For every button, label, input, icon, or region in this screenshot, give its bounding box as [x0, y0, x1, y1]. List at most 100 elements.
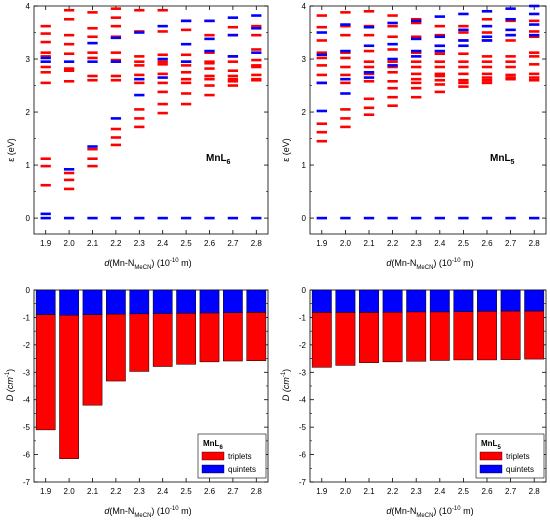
y-tick-label: -5 — [23, 423, 31, 432]
quintet-bar — [524, 289, 545, 312]
triplet-bar — [406, 311, 427, 362]
triplet-bar — [82, 314, 103, 406]
x-tick-label: 2.6 — [481, 239, 493, 248]
x-tick-label: 2.5 — [181, 487, 193, 496]
panel-label-mnl6: MnL6 — [206, 153, 231, 166]
x-tick-label: 2.2 — [110, 239, 122, 248]
x-tick-label: 1.9 — [40, 487, 52, 496]
quintet-bar — [406, 289, 427, 313]
energy-panel-mnl6: 0 1 2 3 4 1.9 2.0 2.1 2.2 2.3 2.4 2.5 2.6 2.7 2.8 — [26, 2, 269, 248]
triplet-bar — [311, 312, 332, 368]
x-tick-label: 2.7 — [227, 239, 239, 248]
x-tick-label: 2.8 — [529, 239, 541, 248]
quintet-bar — [382, 289, 403, 313]
y-tick-label: -4 — [299, 396, 307, 405]
triplet-bar — [59, 314, 79, 459]
triplet-bar — [524, 310, 545, 360]
y-tick-label: 0 — [26, 286, 31, 295]
x-tick-label: 2.5 — [181, 239, 193, 248]
x-tick-label: 2.0 — [340, 487, 352, 496]
quintet-bar — [35, 289, 56, 315]
triplet-bar — [477, 311, 497, 361]
triplet-bar — [335, 312, 356, 366]
triplet-bar — [152, 313, 173, 367]
x-tick-label: 2.7 — [505, 239, 517, 248]
plot-frame — [309, 5, 547, 235]
y-tick-label: -3 — [299, 368, 307, 377]
x-tick-label: 2.2 — [387, 487, 399, 496]
legend-label-quintets: quintets — [506, 465, 534, 474]
triplet-bar — [35, 314, 56, 431]
y-tick-label: -1 — [299, 313, 307, 322]
quintet-bar — [106, 289, 126, 315]
plot-frame — [33, 5, 269, 235]
x-tick-label: 2.3 — [134, 239, 146, 248]
legend-label-quintets: quintets — [228, 465, 256, 474]
x-tick-label: 2.4 — [434, 487, 446, 496]
quintet-bar — [82, 289, 103, 315]
quintet-bar — [311, 289, 332, 313]
x-tick-label: 2.1 — [363, 239, 375, 248]
legend-label-triplets: triplets — [506, 452, 530, 461]
x-tick-label: 2.4 — [157, 239, 169, 248]
x-tick-label: 2.6 — [481, 487, 493, 496]
x-axis-title-top-left: d(Mn-NMeCN) (10-10 m) — [104, 258, 191, 271]
x-tick-label: 2.5 — [458, 487, 470, 496]
y-tick-label: 0 — [302, 286, 307, 295]
quintet-bar — [335, 289, 356, 313]
legend-swatch-quintets — [201, 464, 225, 474]
y-tick-label: -6 — [23, 451, 31, 460]
y-tick-label: -4 — [23, 396, 31, 405]
y-tick-label: -3 — [23, 368, 31, 377]
x-tick-label: 2.6 — [204, 239, 216, 248]
d-panel-mnl6: 0 -1 -2 -3 -4 -5 -6 -7 1.9 2.0 2.1 2.2 2.3 2.4 2.5 2.6 2… — [23, 286, 269, 496]
x-tick-label: 2.2 — [387, 239, 399, 248]
triplet-bar — [176, 313, 196, 365]
quintet-bar — [223, 289, 243, 314]
y-tick-label: 1 — [302, 161, 307, 170]
x-tick-label: 2.3 — [134, 487, 146, 496]
x-tick-label: 2.8 — [251, 239, 263, 248]
x-tick-label: 2.1 — [87, 487, 99, 496]
triplet-bar — [453, 311, 474, 361]
triplet-bar — [199, 312, 220, 363]
x-tick-label: 2.0 — [64, 239, 76, 248]
y-tick-label: 4 — [302, 2, 307, 11]
energy-panel-mnl5: 0 1 2 3 4 1.9 2.0 2.1 2.2 2.3 2.4 2.5 2.6 2.7 2.8 — [302, 2, 547, 248]
x-tick-label: 2.3 — [411, 239, 423, 248]
x-tick-label: 2.0 — [340, 239, 352, 248]
y-tick-label: 3 — [302, 55, 307, 64]
y-tick-label: -5 — [299, 423, 307, 432]
quintet-bar — [199, 289, 220, 314]
x-tick-label: 2.7 — [505, 487, 517, 496]
x-tick-label: 2.5 — [458, 239, 470, 248]
panel-label-mnl5: MnL5 — [490, 153, 515, 166]
x-tick-label: 2.7 — [227, 487, 239, 496]
y-tick-label: -7 — [299, 478, 307, 487]
x-tick-label: 2.1 — [363, 487, 375, 496]
y-axis-title-energy-left: ε (eV) — [6, 138, 16, 162]
x-tick-label: 2.2 — [110, 487, 122, 496]
d-panel-mnl5: 0 -1 -2 -3 -4 -5 -6 -7 1.9 2.0 2.1 2.2 2.3 2.4 2.5 2.6 2… — [299, 286, 547, 496]
x-axis-title-top-right: d(Mn-NMeCN) (10-10 m) — [386, 258, 473, 271]
quintet-bar — [500, 289, 521, 312]
x-axis-title-bottom-right: d(Mn-NMeCN) (10-10 m) — [386, 506, 473, 519]
y-tick-label: -1 — [23, 313, 31, 322]
y-tick-label: 0 — [302, 214, 307, 223]
legend-mnl6: MnL6 triplets quintets — [197, 433, 267, 479]
quintet-bar — [59, 289, 79, 316]
y-tick-label: 3 — [26, 55, 31, 64]
triplet-bar — [359, 312, 379, 363]
triplet-bar — [382, 311, 403, 363]
x-tick-label: 2.8 — [529, 487, 541, 496]
x-tick-label: 1.9 — [316, 239, 328, 248]
x-tick-label: 2.0 — [64, 487, 76, 496]
legend-swatch-triplets — [201, 451, 225, 461]
quintet-bar — [176, 289, 196, 314]
legend-mnl5: MnL5 triplets quintets — [475, 433, 545, 479]
y-tick-label: 1 — [26, 161, 31, 170]
y-tick-label: 0 — [26, 214, 31, 223]
y-axis-title-d-left: D (cm-1) — [5, 369, 15, 401]
legend-title-mnl6: MnL6 — [203, 439, 223, 451]
y-tick-label: -2 — [299, 341, 307, 350]
